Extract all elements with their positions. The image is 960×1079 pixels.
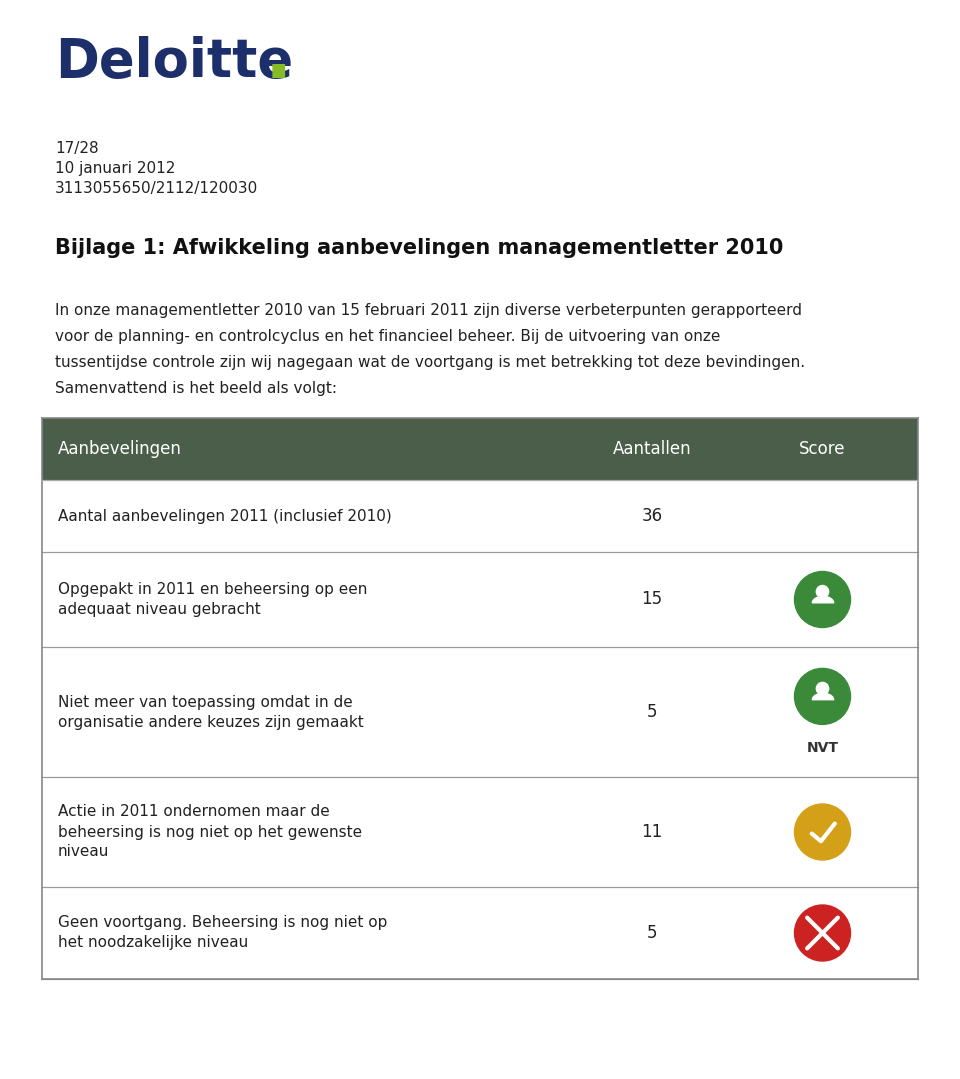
Text: Aanbevelingen: Aanbevelingen	[58, 440, 181, 457]
Text: niveau: niveau	[58, 845, 109, 860]
Text: 11: 11	[641, 823, 662, 841]
Bar	[42, 418, 918, 480]
Text: Opgepakt in 2011 en beheersing op een: Opgepakt in 2011 en beheersing op een	[58, 582, 368, 597]
Text: het noodzakelijke niveau: het noodzakelijke niveau	[58, 935, 249, 951]
Text: 36: 36	[641, 507, 662, 525]
Bar	[42, 480, 918, 552]
Text: 15: 15	[641, 590, 662, 609]
Text: Samenvattend is het beeld als volgt:: Samenvattend is het beeld als volgt:	[55, 381, 337, 396]
Text: Deloitte: Deloitte	[55, 36, 293, 88]
Text: In onze managementletter 2010 van 15 februari 2011 zijn diverse verbeterpunten g: In onze managementletter 2010 van 15 feb…	[55, 302, 802, 317]
Circle shape	[795, 905, 851, 961]
Circle shape	[795, 572, 851, 628]
Circle shape	[795, 804, 851, 860]
Text: Actie in 2011 ondernomen maar de: Actie in 2011 ondernomen maar de	[58, 805, 329, 819]
Text: Niet meer van toepassing omdat in de: Niet meer van toepassing omdat in de	[58, 695, 352, 710]
Text: adequaat niveau gebracht: adequaat niveau gebracht	[58, 602, 261, 617]
Text: Geen voortgang. Beheersing is nog niet op: Geen voortgang. Beheersing is nog niet o…	[58, 915, 388, 930]
Text: tussentijdse controle zijn wij nagegaan wat de voortgang is met betrekking tot d: tussentijdse controle zijn wij nagegaan …	[55, 355, 805, 369]
Circle shape	[816, 682, 828, 695]
Text: 17/28: 17/28	[55, 140, 99, 155]
Text: NVT: NVT	[806, 741, 838, 755]
Text: .: .	[265, 24, 293, 93]
Bar	[42, 647, 918, 777]
Text: Score: Score	[800, 440, 846, 457]
Text: Aantal aanbevelingen 2011 (inclusief 2010): Aantal aanbevelingen 2011 (inclusief 201…	[58, 508, 392, 523]
Bar	[42, 887, 918, 979]
Text: Bijlage 1: Afwikkeling aanbevelingen managementletter 2010: Bijlage 1: Afwikkeling aanbevelingen man…	[55, 238, 783, 258]
Text: beheersing is nog niet op het gewenste: beheersing is nog niet op het gewenste	[58, 824, 362, 839]
Text: Aantallen: Aantallen	[612, 440, 691, 457]
Text: voor de planning- en controlcyclus en het financieel beheer. Bij de uitvoering v: voor de planning- en controlcyclus en he…	[55, 328, 720, 343]
Text: 5: 5	[647, 924, 658, 942]
Bar	[42, 552, 918, 647]
Text: 3113055650/2112/120030: 3113055650/2112/120030	[55, 180, 258, 195]
Text: 5: 5	[647, 704, 658, 721]
Circle shape	[816, 586, 828, 598]
Text: 10 januari 2012: 10 januari 2012	[55, 161, 176, 176]
Circle shape	[795, 668, 851, 724]
Text: organisatie andere keuzes zijn gemaakt: organisatie andere keuzes zijn gemaakt	[58, 714, 364, 729]
Bar	[42, 777, 918, 887]
